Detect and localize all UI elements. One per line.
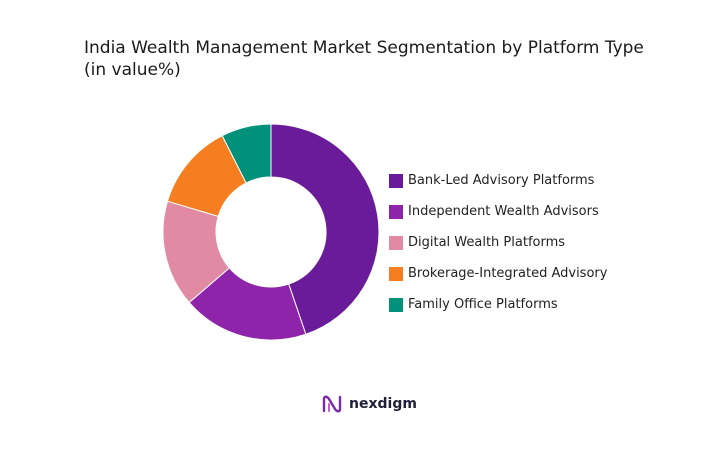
- legend-swatch: [389, 266, 403, 281]
- legend-label: Family Office Platforms: [408, 297, 558, 312]
- legend-swatch: [389, 173, 403, 188]
- legend-label: Independent Wealth Advisors: [408, 204, 599, 219]
- brand-logo: nexdigm: [322, 394, 417, 414]
- nexdigm-logo-icon: [322, 395, 342, 413]
- legend-label: Digital Wealth Platforms: [408, 235, 566, 250]
- chart-title-line-1: India Wealth Management Market Segmentat…: [84, 38, 644, 58]
- chart-legend: Bank-Led Advisory Platforms Independent …: [389, 165, 607, 320]
- chart-title: India Wealth Management Market Segmentat…: [84, 37, 684, 81]
- legend-label: Bank-Led Advisory Platforms: [408, 173, 595, 188]
- legend-item-bank-led: Bank-Led Advisory Platforms: [389, 165, 607, 196]
- chart-title-line-2: (in value%): [84, 60, 181, 80]
- legend-swatch: [389, 297, 403, 312]
- legend-swatch: [389, 204, 403, 219]
- legend-label: Brokerage-Integrated Advisory: [408, 266, 608, 281]
- legend-item-digital: Digital Wealth Platforms: [389, 227, 607, 258]
- donut-slice-1: [270, 123, 380, 335]
- legend-swatch: [389, 235, 403, 250]
- brand-name: nexdigm: [349, 396, 417, 412]
- legend-item-brokerage: Brokerage-Integrated Advisory: [389, 258, 607, 289]
- legend-item-independent: Independent Wealth Advisors: [389, 196, 607, 227]
- donut-slice-5: [221, 123, 272, 184]
- legend-item-family-office: Family Office Platforms: [389, 289, 607, 320]
